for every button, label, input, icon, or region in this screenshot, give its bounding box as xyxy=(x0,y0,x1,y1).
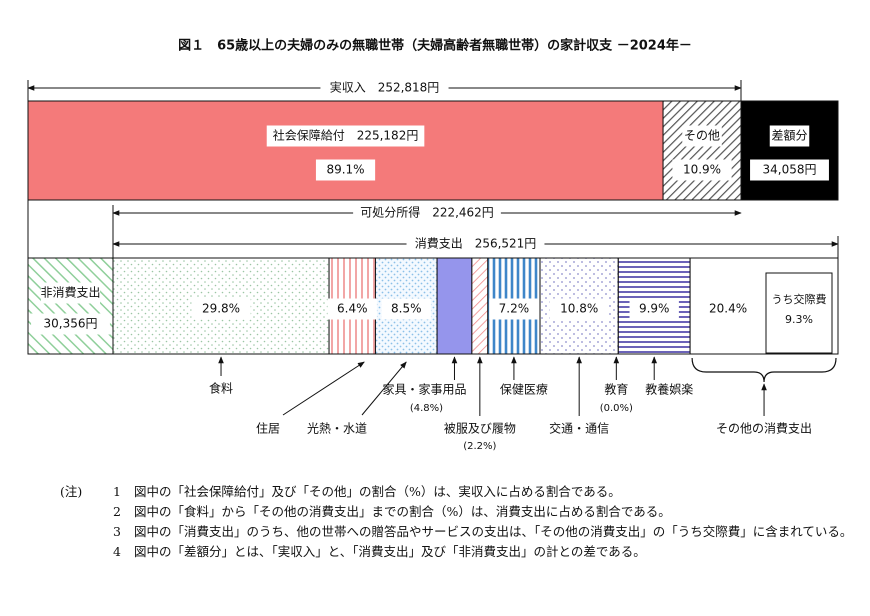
note-row: 4 図中の「差額分」とは、「実収入」と、「消費支出」及び「非消費支出」の計との差… xyxy=(60,542,860,562)
social-security-label-bg xyxy=(266,125,425,147)
food-label: 食料 xyxy=(209,381,233,396)
expenditure-total-label: 消費支出 256,521円 xyxy=(415,236,537,251)
social-security-percent-bg xyxy=(315,159,376,181)
other-income-percent-bg xyxy=(672,159,732,181)
note-number: 2 xyxy=(113,504,121,519)
deficit-label-bg xyxy=(769,125,810,147)
sub-item-box xyxy=(765,272,833,354)
household-budget-chart: 図１ 65歳以上の夫婦のみの無職世帯（夫婦高齢者無職世帯）の家計収支 －2024… xyxy=(27,38,839,452)
segment-percent-1-bg xyxy=(191,298,251,320)
bar-segment-4 xyxy=(436,257,473,355)
note-number: 1 xyxy=(113,484,121,499)
income-total-label: 実収入 252,818円 xyxy=(330,80,440,95)
segment-percent-2-bg xyxy=(327,298,377,320)
other-consumption-percent: 20.4% xyxy=(709,302,747,316)
note-text: 図中の「差額分」とは、「実収入」と、「消費支出」及び「非消費支出」の計との差であ… xyxy=(134,544,646,559)
medical-label: 保健医療 xyxy=(500,383,548,397)
expenditure-total-label-bg xyxy=(406,233,545,255)
segment-percent-7: 10.8% xyxy=(560,302,598,316)
bar-social-security xyxy=(27,100,664,201)
non-consumption-label-bg xyxy=(40,282,101,304)
note-row: 2 図中の「食料」から「その他の消費支出」までの割合（%）は、消費支出に占める割… xyxy=(60,502,860,522)
other-consumption-label: その他の消費支出 xyxy=(716,421,812,436)
disposable-label: 可処分所得 222,462円 xyxy=(360,205,494,220)
non-consumption-value-bg xyxy=(31,313,110,335)
clothing-percent: (2.2%) xyxy=(463,441,496,452)
bar-other-income xyxy=(662,100,742,201)
sub-item-label: うち交際費 xyxy=(772,292,827,306)
note-number: 3 xyxy=(113,524,121,539)
segment-percent-7-bg xyxy=(549,298,609,320)
furniture-label: 家具・家事用品 xyxy=(382,382,466,397)
social-security-label: 社会保障給付 225,182円 xyxy=(273,128,419,143)
deficit-value: 34,058円 xyxy=(763,163,817,177)
other-consumption-percent-bg xyxy=(698,298,758,320)
chart-title: 図１ 65歳以上の夫婦のみの無職世帯（夫婦高齢者無職世帯）の家計収支 －2024… xyxy=(178,38,692,54)
deficit-label: 差額分 xyxy=(771,129,807,143)
other-consumption-brace xyxy=(691,357,837,383)
note-number: 4 xyxy=(113,544,121,559)
other-income-percent: 10.9% xyxy=(683,163,721,177)
other-income-label: その他 xyxy=(684,129,720,143)
bar-deficit xyxy=(740,100,839,201)
bar-non-consumption xyxy=(27,257,114,355)
social-security-percent: 89.1% xyxy=(326,163,364,177)
utilities-label: 光熱・水道 xyxy=(307,422,367,436)
bar-segment-5 xyxy=(471,257,489,355)
non-consumption-label: 非消費支出 xyxy=(40,285,100,300)
segment-percent-6: 7.2% xyxy=(499,302,530,316)
disposable-label-bg xyxy=(353,202,501,224)
notes: (注) 1 図中の「社会保障給付」及び「その他」の割合（%）は、実収入に占める割… xyxy=(60,482,860,562)
segment-percent-9: 9.9% xyxy=(639,302,670,316)
segment-percent-6-bg xyxy=(489,298,539,320)
segment-percent-9-bg xyxy=(629,298,679,320)
other-income-label-bg xyxy=(682,125,722,147)
segment-percent-2: 6.4% xyxy=(337,302,368,316)
housing-arrow xyxy=(282,361,365,416)
note-row: (注) 1 図中の「社会保障給付」及び「その他」の割合（%）は、実収入に占める割… xyxy=(60,482,860,502)
notes-head: (注) xyxy=(60,484,83,499)
non-consumption-value: 30,356円 xyxy=(44,317,98,331)
note-row: 3 図中の「消費支出」のうち、他の世帯への贈答品やサービスの支出は、「その他の消… xyxy=(60,522,860,542)
education-label: 教育 xyxy=(604,382,628,397)
note-text: 図中の「社会保障給付」及び「その他」の割合（%）は、実収入に占める割合である。 xyxy=(134,484,621,499)
transport-label: 交通・通信 xyxy=(549,421,609,436)
education-percent: (0.0%) xyxy=(600,403,633,414)
recreation-label: 教養娯楽 xyxy=(645,382,693,397)
bar-segment-1 xyxy=(112,257,330,355)
segment-percent-1: 29.8% xyxy=(202,302,240,316)
segment-percent-3: 8.5% xyxy=(391,302,422,316)
clothing-label: 被服及び履物 xyxy=(444,422,516,436)
segment-percent-3-bg xyxy=(381,298,431,320)
deficit-value-bg xyxy=(750,159,829,181)
housing-label: 住居 xyxy=(256,422,280,436)
note-text: 図中の「食料」から「その他の消費支出」までの割合（%）は、消費支出に占める割合で… xyxy=(134,504,671,519)
utilities-arrow xyxy=(361,361,407,416)
sub-item-percent: 9.3% xyxy=(785,313,813,326)
note-text: 図中の「消費支出」のうち、他の世帯への贈答品やサービスの支出は、「その他の消費支… xyxy=(134,524,853,539)
income-total-label-bg xyxy=(320,77,449,99)
furniture-percent: (4.8%) xyxy=(410,403,443,414)
